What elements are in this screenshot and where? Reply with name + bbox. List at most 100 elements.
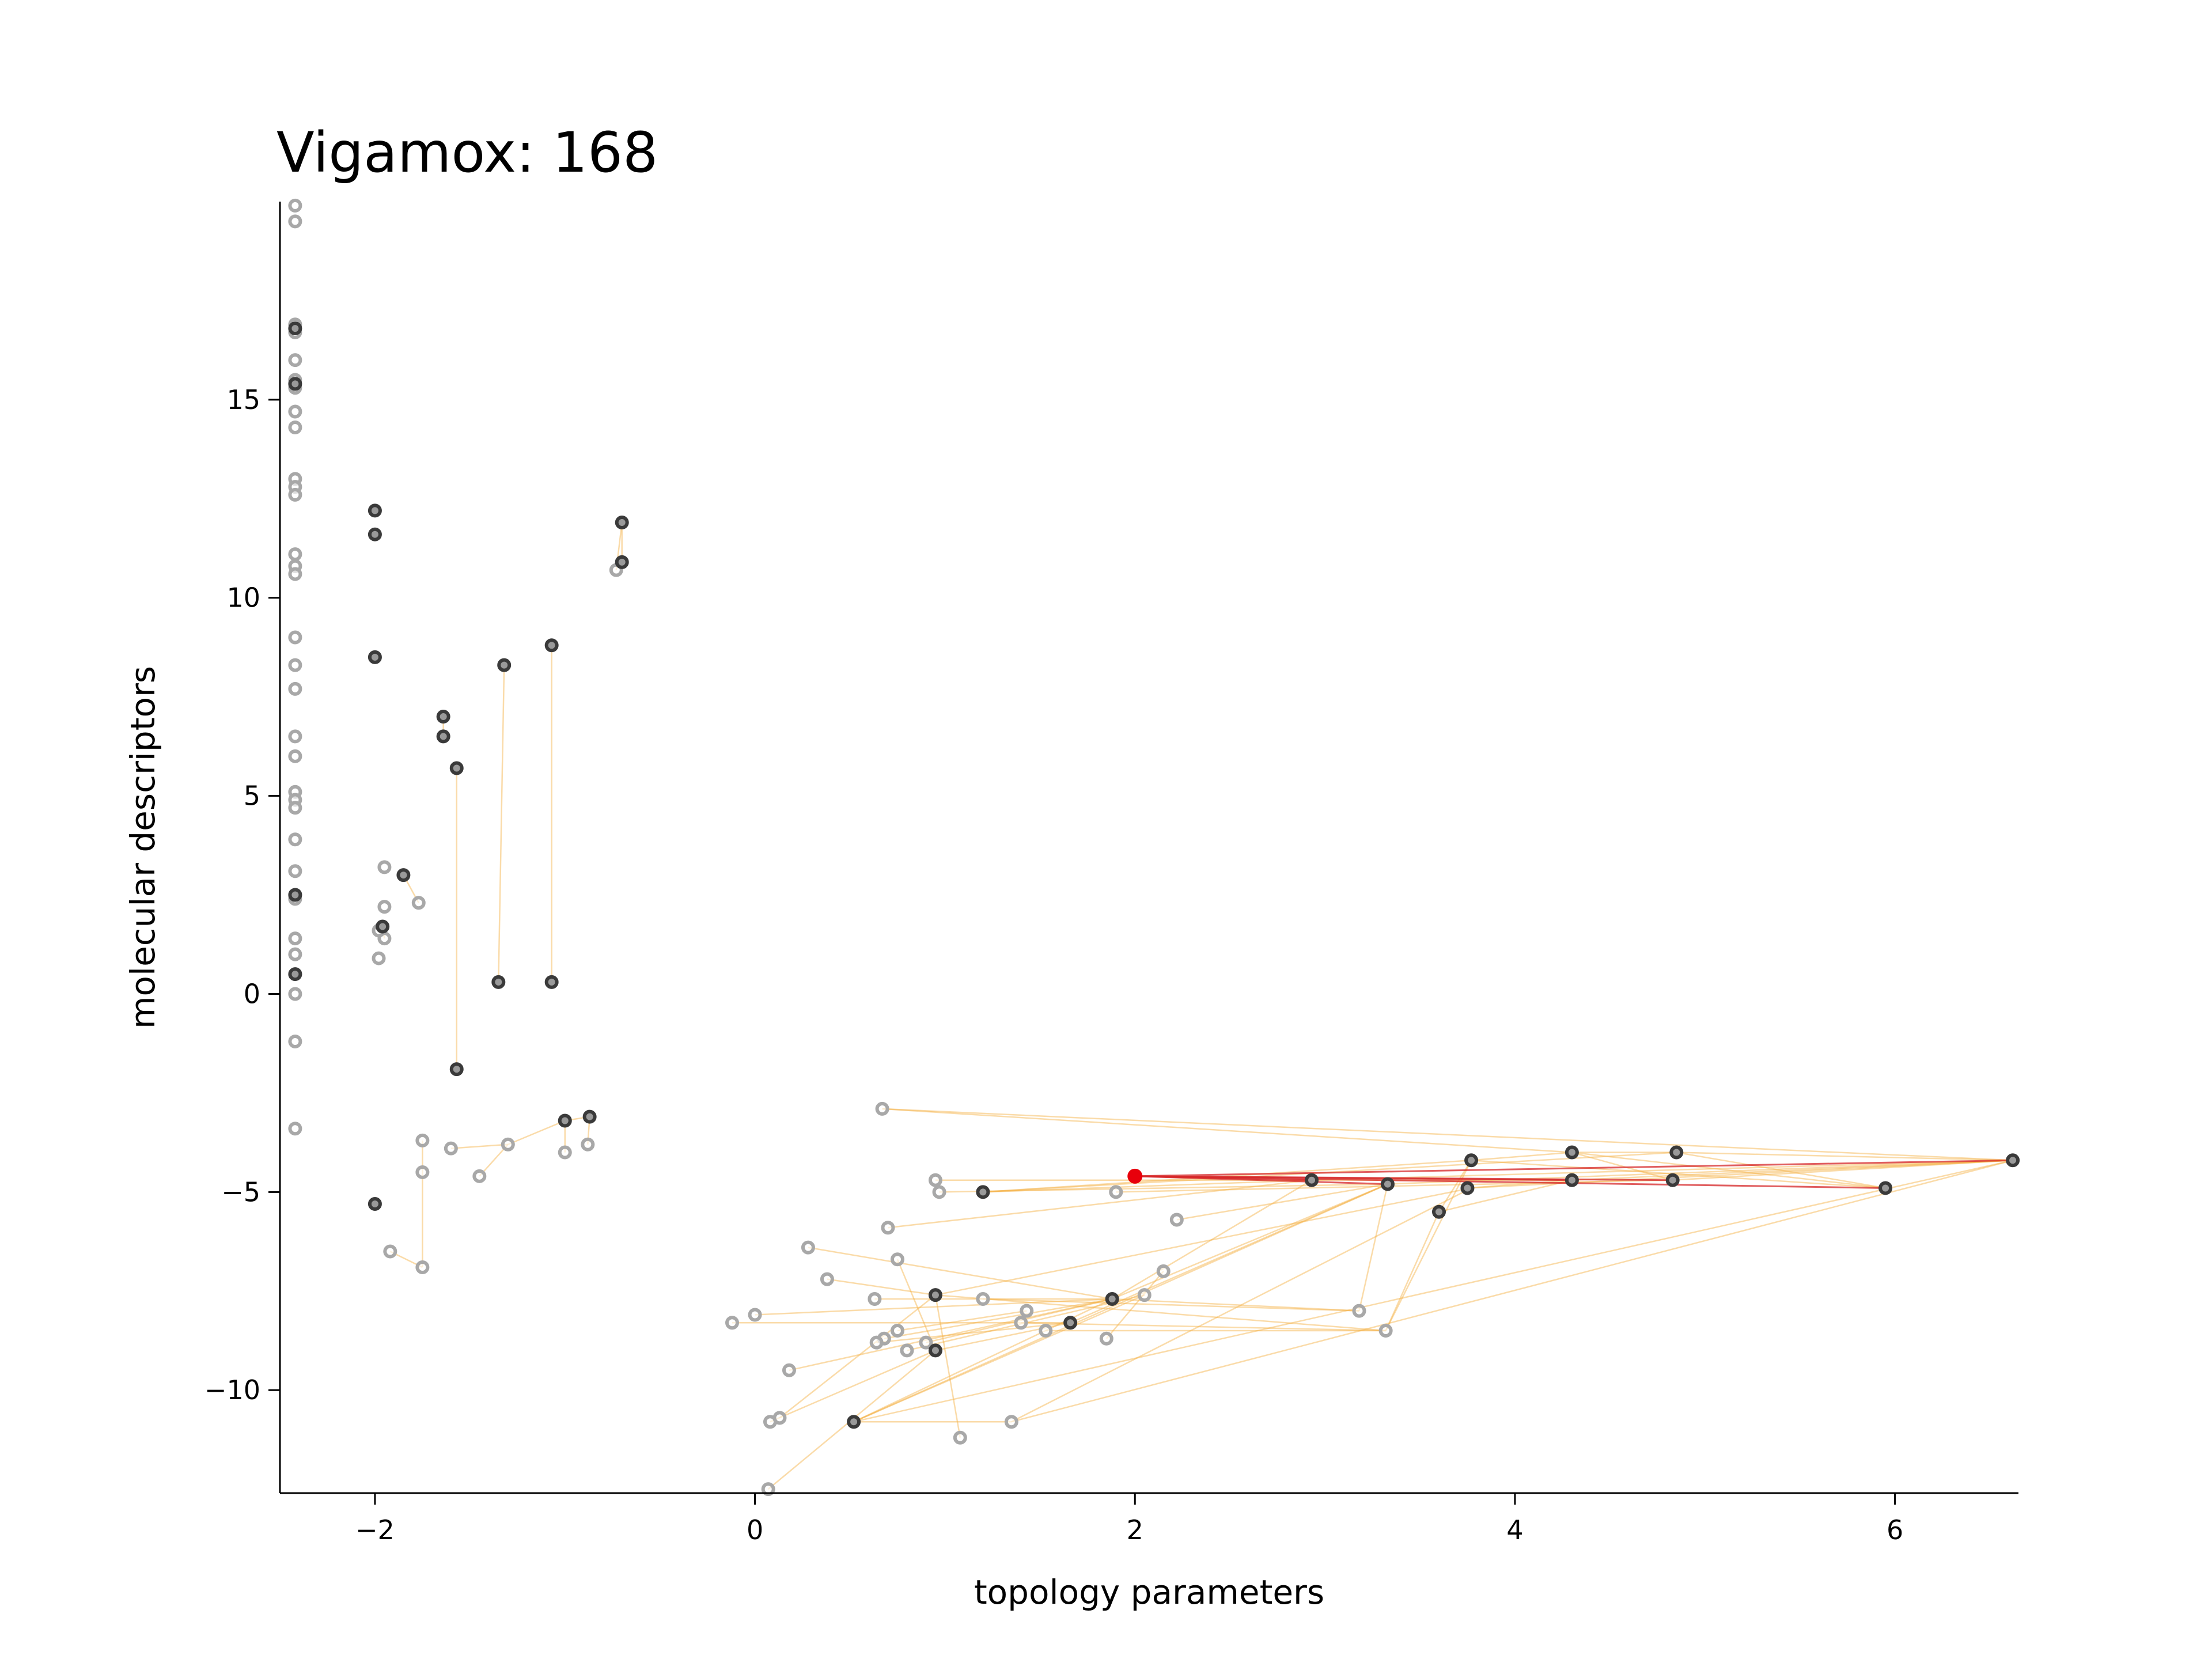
x-tick-label: 4 <box>1506 1514 1523 1546</box>
graph-edge <box>934 1294 961 1438</box>
data-point <box>288 729 302 744</box>
graph-edge <box>1112 1183 1388 1300</box>
graph-edge <box>1676 1152 1886 1189</box>
data-point-emphasis <box>491 975 506 989</box>
data-point <box>288 931 302 946</box>
data-point <box>900 1343 914 1358</box>
data-point-emphasis <box>436 729 450 744</box>
highlight-edge <box>1135 1159 2013 1177</box>
data-point-emphasis <box>2006 1153 2020 1168</box>
data-point <box>288 749 302 763</box>
data-point <box>377 860 392 874</box>
graph-edge <box>853 1160 2013 1423</box>
data-point-emphasis <box>615 555 629 569</box>
data-point <box>377 900 392 914</box>
data-point <box>868 1292 882 1306</box>
data-point-emphasis <box>376 919 390 934</box>
highlighted-point <box>1127 1168 1143 1184</box>
data-point <box>1156 1264 1171 1278</box>
data-point <box>415 1165 430 1179</box>
data-point <box>288 1122 302 1136</box>
data-point-emphasis <box>582 1109 597 1124</box>
graph-edge <box>853 1294 1145 1423</box>
x-tick-label: −2 <box>355 1514 395 1546</box>
graph-edge <box>1070 1183 1388 1324</box>
y-axis-label: molecular descriptors <box>123 666 162 1029</box>
data-point <box>288 832 302 847</box>
data-point-emphasis <box>1878 1181 1893 1195</box>
chart-title: Vigamox: 168 <box>276 120 658 185</box>
graph-edge <box>450 1143 508 1149</box>
data-point-emphasis <box>368 1196 382 1211</box>
graph-edge <box>1112 1298 1359 1312</box>
graph-edge <box>1105 1271 1164 1339</box>
data-point <box>1099 1331 1113 1346</box>
graph-edge <box>935 1294 1386 1332</box>
data-point-emphasis <box>615 516 629 530</box>
data-point-emphasis <box>368 503 382 518</box>
graph-edge <box>1676 1152 2013 1161</box>
graph-edge <box>1116 1179 1673 1193</box>
graph-edge <box>876 1322 1071 1343</box>
graph-edge <box>1571 1160 2013 1181</box>
data-point <box>890 1252 904 1267</box>
data-point <box>444 1141 458 1156</box>
graph-edge <box>1438 1160 1472 1213</box>
data-point-emphasis <box>544 638 559 653</box>
graph-edge <box>1112 1179 1312 1300</box>
graph-edge <box>896 1259 937 1351</box>
data-point-emphasis <box>396 868 411 882</box>
data-point <box>288 864 302 878</box>
data-point <box>869 1335 884 1350</box>
graph-edge <box>1311 1160 2013 1181</box>
graph-edge <box>507 1120 566 1145</box>
data-point <box>288 214 302 229</box>
data-point-emphasis <box>1063 1316 1078 1330</box>
data-point <box>875 1101 889 1116</box>
data-point <box>1004 1415 1018 1429</box>
data-point-emphasis <box>976 1185 990 1199</box>
graph-edge <box>1467 1179 1572 1189</box>
data-point <box>928 1173 942 1187</box>
data-point <box>1109 1185 1123 1199</box>
data-point <box>919 1335 933 1350</box>
graph-edge <box>983 1298 1359 1312</box>
data-point <box>772 1411 787 1425</box>
data-point <box>288 421 302 435</box>
data-point-emphasis <box>288 377 302 391</box>
data-point-emphasis <box>928 1343 942 1358</box>
data-point-emphasis <box>449 761 464 775</box>
data-point <box>761 1482 775 1497</box>
data-point-emphasis <box>288 888 302 902</box>
data-point-emphasis <box>1305 1173 1319 1187</box>
data-point <box>372 951 386 965</box>
data-point-emphasis <box>1460 1181 1475 1195</box>
data-point <box>288 681 302 696</box>
y-tick-label: 15 <box>226 384 260 415</box>
graph-edge <box>770 1350 936 1423</box>
graph-edge <box>983 1179 1312 1193</box>
data-point <box>1378 1324 1393 1338</box>
data-point <box>1020 1304 1034 1318</box>
data-point <box>1014 1316 1028 1330</box>
x-tick-label: 2 <box>1127 1514 1143 1546</box>
graph-edge <box>827 1278 936 1296</box>
data-point <box>288 658 302 672</box>
data-point <box>820 1272 834 1286</box>
data-point <box>801 1240 815 1255</box>
graph-edge <box>789 1298 1112 1372</box>
data-point-emphasis <box>847 1415 861 1429</box>
data-point <box>288 947 302 961</box>
data-point <box>558 1145 572 1160</box>
data-point <box>288 198 302 213</box>
data-point <box>782 1363 796 1377</box>
data-point-emphasis <box>497 658 512 672</box>
x-tick-label: 0 <box>747 1514 763 1546</box>
data-point <box>881 1221 895 1235</box>
graph-edge <box>1385 1160 1472 1331</box>
highlight-layer <box>1127 1168 1143 1184</box>
graph-edge <box>1176 1183 1388 1221</box>
graph-edge <box>1021 1322 1386 1332</box>
data-point <box>725 1316 740 1330</box>
data-point <box>501 1137 515 1152</box>
